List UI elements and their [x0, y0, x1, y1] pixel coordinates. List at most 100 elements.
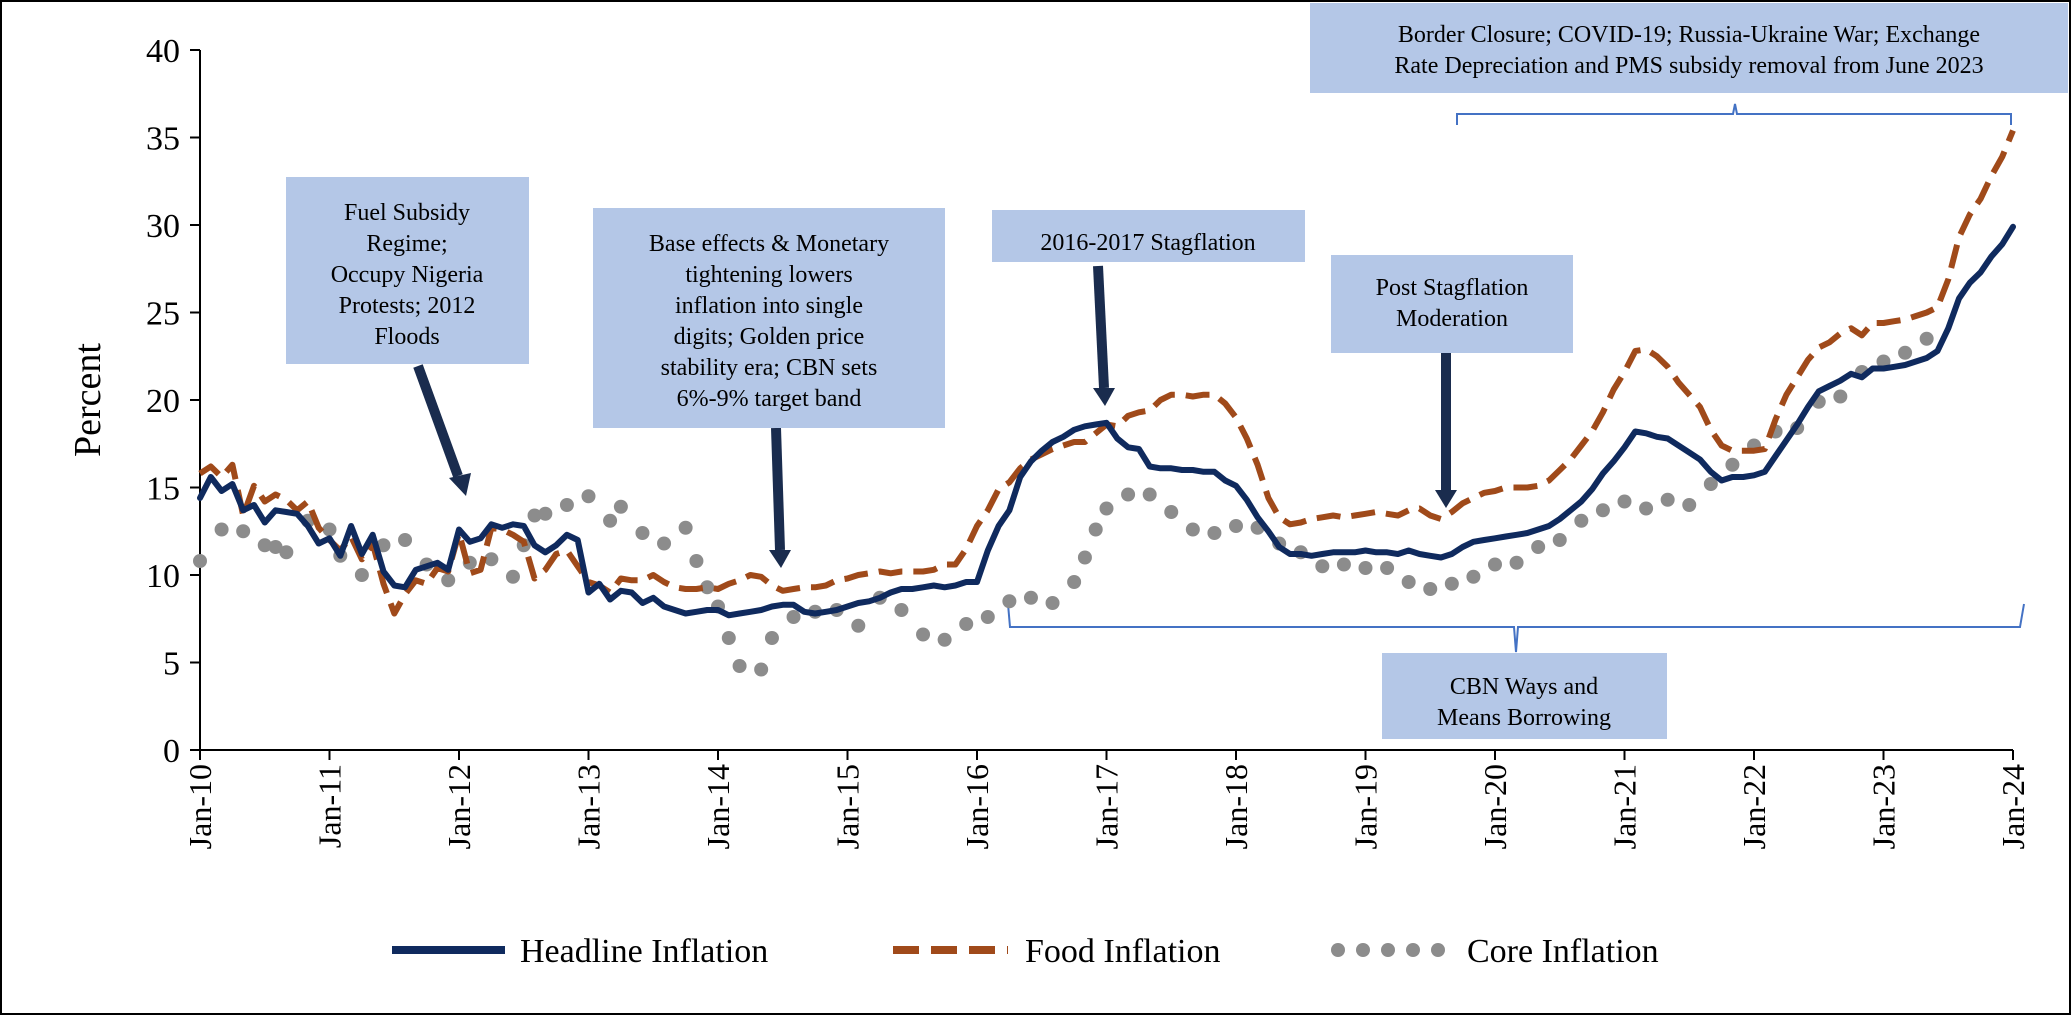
- legend-headline-label: Headline Inflation: [520, 933, 768, 970]
- fuel-arrow-shaft: [413, 364, 463, 478]
- core-inflation-point: [1164, 505, 1179, 519]
- annotation-brackets: [1007, 103, 2025, 653]
- x-tick-label: Jan-24: [1995, 764, 2031, 849]
- y-tick-label: 25: [146, 296, 180, 333]
- legend-core-swatch: [1331, 943, 1445, 957]
- y-tick-label: 35: [146, 121, 180, 158]
- core-inflation-point: [1401, 575, 1416, 589]
- x-tick-label: Jan-11: [312, 764, 348, 848]
- base-annotation: Base effects & Monetary tightening lower…: [593, 208, 945, 428]
- core-inflation-point: [581, 489, 596, 504]
- core-inflation-point: [754, 662, 769, 677]
- base-line-3: inflation into single: [675, 293, 863, 319]
- y-tick-label: 0: [163, 733, 180, 770]
- core-inflation-point: [1552, 533, 1567, 547]
- core-inflation-point: [1423, 582, 1438, 596]
- fuel-annotation-box: [286, 177, 529, 364]
- core-inflation-point: [689, 554, 704, 568]
- core-inflation-point: [1185, 522, 1200, 537]
- core-inflation-point: [1088, 522, 1103, 537]
- border-annotation-box: [1310, 3, 2068, 93]
- core-inflation-point: [635, 526, 650, 540]
- y-tick-label: 40: [146, 33, 180, 70]
- headline-inflation-line: [197, 223, 2016, 619]
- stagflation-annotation: 2016-2017 Stagflation: [992, 210, 1305, 262]
- core-inflation-point: [1725, 457, 1740, 472]
- core-inflation-point: [1660, 492, 1675, 507]
- core-inflation-point: [257, 538, 272, 553]
- fuel-line-3: Occupy Nigeria: [331, 262, 484, 288]
- stagflation-annotation-box: [992, 210, 1305, 262]
- stagflation-arrow-shaft: [1093, 265, 1109, 389]
- x-tick-label: Jan-15: [830, 764, 866, 849]
- core-inflation-point: [1488, 557, 1502, 572]
- legend-core-label: Core Inflation: [1467, 933, 1659, 970]
- core-inflation-point: [1067, 575, 1082, 589]
- core-inflation-point: [786, 610, 801, 624]
- fuel-annotation: Fuel Subsidy Regime; Occupy Nigeria Prot…: [286, 177, 529, 364]
- y-tick-label: 20: [146, 383, 180, 420]
- core-inflation-point: [398, 533, 413, 547]
- annotation-arrows: [413, 265, 1457, 568]
- core-inflation-point: [1509, 555, 1524, 570]
- core-inflation-point: [1023, 590, 1038, 605]
- legend: Headline Inflation Food Inflation Core I…: [392, 933, 1659, 970]
- core-inflation-point: [916, 627, 931, 642]
- core-inflation-point: [1682, 498, 1697, 512]
- post-annotation: Post Stagflation Moderation: [1331, 255, 1573, 353]
- core-inflation-point: [1077, 550, 1092, 565]
- core-inflation-point: [603, 513, 618, 528]
- core-inflation-point: [980, 610, 995, 624]
- x-tick-label: Jan-10: [182, 764, 218, 849]
- x-tick-label: Jan-12: [441, 764, 477, 849]
- core-inflation-point: [851, 618, 866, 633]
- base-line-6: 6%-9% target band: [677, 386, 862, 412]
- y-tick-label: 10: [146, 558, 180, 595]
- post-line-2: Moderation: [1396, 306, 1508, 332]
- core-inflation-point: [894, 603, 909, 617]
- fuel-line-2: Regime;: [366, 231, 447, 257]
- core-inflation-point: [538, 506, 553, 521]
- core-inflation-point: [1336, 557, 1351, 572]
- core-inflation-point: [1045, 596, 1060, 610]
- base-line-5: stability era; CBN sets: [661, 355, 878, 381]
- y-tick-label: 15: [146, 471, 180, 508]
- base-arrow-shaft: [771, 427, 785, 551]
- core-inflation-point: [721, 631, 736, 645]
- core-inflation-point: [1444, 576, 1459, 591]
- core-inflation-point: [193, 554, 207, 568]
- fuel-line-5: Floods: [374, 324, 439, 350]
- border-annotation: Border Closure; COVID-19; Russia-Ukraine…: [1310, 3, 2068, 93]
- y-tick-label: 30: [146, 208, 180, 245]
- stagflation-line-1: 2016-2017 Stagflation: [1040, 230, 1255, 256]
- core-inflation-point: [678, 520, 693, 535]
- core-inflation-point: [505, 569, 520, 584]
- base-line-4: digits; Golden price: [674, 324, 865, 350]
- core-inflation-point: [376, 538, 391, 553]
- stagflation-arrow-head: [1093, 388, 1115, 406]
- cbn-bracket: [1007, 603, 2025, 653]
- cbn-annotation-box: [1382, 653, 1667, 739]
- border-bracket: [1456, 103, 2012, 125]
- x-tick-label: Jan-19: [1348, 764, 1384, 849]
- core-inflation-point: [1229, 519, 1243, 533]
- core-inflation-point: [613, 499, 628, 514]
- core-inflation-point: [214, 522, 229, 537]
- core-inflation-point: [1358, 561, 1373, 575]
- core-inflation-point: [1142, 487, 1157, 502]
- core-inflation-point: [559, 498, 574, 512]
- post-arrow-head: [1435, 490, 1457, 508]
- core-inflation-point: [1207, 526, 1222, 540]
- core-inflation-point: [1121, 487, 1136, 502]
- x-tick-label: Jan-22: [1736, 764, 1772, 849]
- core-inflation-point: [937, 632, 952, 647]
- core-inflation-point: [279, 545, 294, 560]
- core-inflation-point: [1002, 594, 1017, 609]
- x-tick-label: Jan-17: [1089, 764, 1125, 849]
- border-line-2: Rate Depreciation and PMS subsidy remova…: [1394, 53, 1983, 79]
- core-inflation-point: [1919, 331, 1934, 346]
- cbn-annotation: CBN Ways and Means Borrowing: [1382, 653, 1667, 739]
- core-inflation-point: [1380, 561, 1395, 575]
- cbn-line-2: Means Borrowing: [1437, 705, 1611, 731]
- fuel-line-1: Fuel Subsidy: [344, 200, 470, 226]
